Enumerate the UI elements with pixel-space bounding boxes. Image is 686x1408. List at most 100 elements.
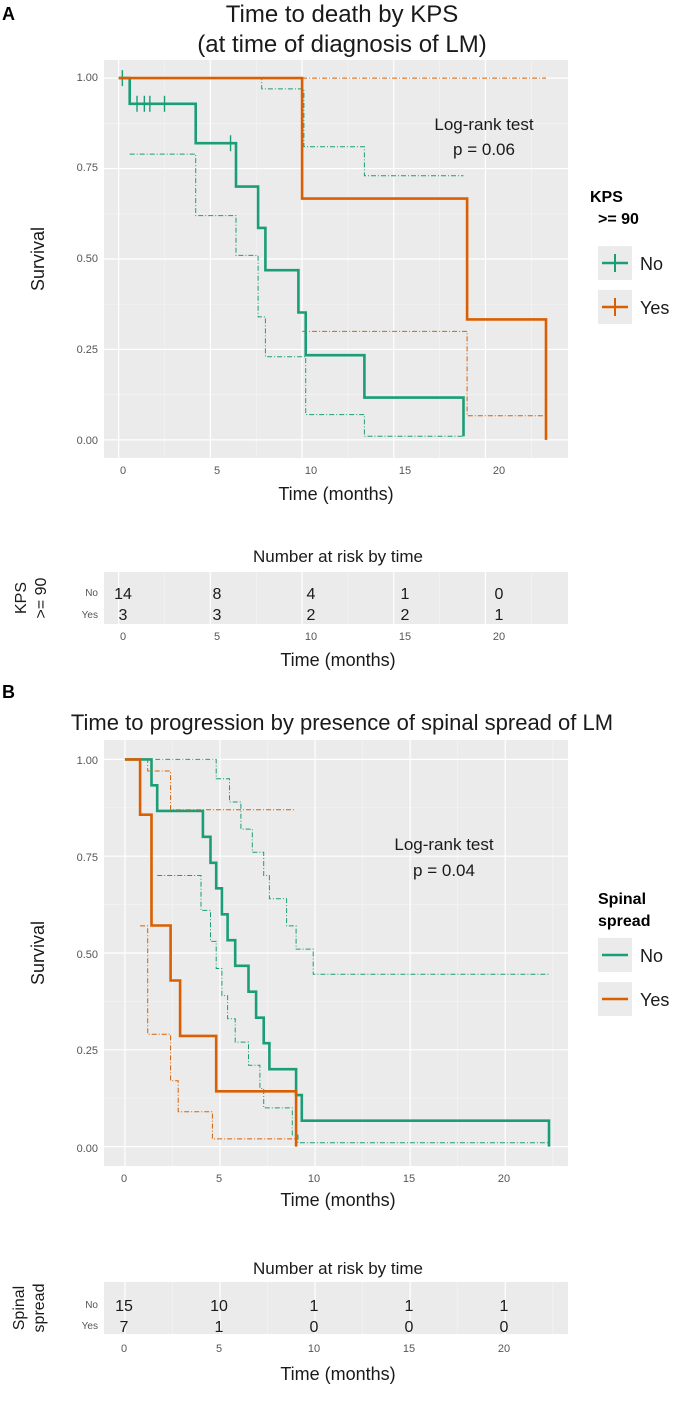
x-tick-label: 15: [399, 465, 411, 477]
grid: [104, 740, 568, 1166]
y-tick-label: 1.00: [77, 72, 98, 84]
risk-x-tick-label: 10: [308, 1343, 320, 1355]
risk-count: 7: [120, 1319, 129, 1336]
y-tick-label: 0.25: [77, 344, 98, 356]
risk-count: 14: [114, 586, 132, 603]
risk-count: 1: [310, 1298, 319, 1315]
risk-x-tick-label: 0: [120, 631, 126, 643]
y-tick-label: 1.00: [77, 755, 98, 767]
x-tick-labels: 0 5 10 15 20: [120, 465, 505, 477]
ci-lower-line-no: [129, 153, 464, 437]
legend-title-line-1: Spinal: [598, 891, 646, 908]
ci-lower-line-yes: [302, 330, 547, 440]
legend-label-yes: Yes: [640, 298, 669, 318]
risk-table-title: Number at risk by time: [253, 1259, 423, 1278]
chart-title: Time to progression by presence of spina…: [71, 710, 613, 735]
legend-item-no: No: [598, 938, 663, 972]
risk-x-tick-label: 20: [498, 1343, 510, 1355]
risk-y-axis-label: KPS >= 90: [13, 577, 50, 618]
survival-line-yes: [118, 76, 548, 440]
x-tick-label: 20: [493, 465, 505, 477]
x-tick-labels: 0 5 10 15 20: [121, 1173, 510, 1185]
risk-count: 8: [213, 586, 222, 603]
risk-table-title: Number at risk by time: [253, 547, 423, 566]
risk-y-label-line-1: KPS: [13, 582, 30, 614]
y-axis-label: Survival: [28, 921, 48, 985]
risk-count: 15: [115, 1298, 133, 1315]
chart-title-line-1: Time to death by KPS: [226, 1, 459, 28]
y-tick-label: 0.75: [77, 162, 98, 174]
y-tick-label: 0.75: [77, 852, 98, 864]
ci-upper-line-no: [118, 77, 464, 177]
risk-count: 10: [210, 1298, 228, 1315]
risk-y-label-line-2: spread: [31, 1284, 48, 1333]
p-value-label: p = 0.04: [413, 861, 475, 880]
panel-a: A Time to death by KPS (at time of diagn…: [2, 1, 669, 670]
survival-curves: [124, 758, 551, 1147]
legend: Spinal spread No Yes: [598, 891, 669, 1016]
x-tick-label: 10: [305, 465, 317, 477]
risk-count: 1: [405, 1298, 414, 1315]
x-tick-label: 5: [214, 465, 220, 477]
risk-grid: [124, 1282, 554, 1334]
risk-table: Number at risk by time No Yes 15 10 1 1 …: [11, 1259, 568, 1384]
y-tick-label: 0.00: [77, 1143, 98, 1155]
y-tick-label: 0.00: [77, 435, 98, 447]
legend-item-yes: Yes: [598, 982, 669, 1016]
risk-grid: [118, 572, 532, 624]
risk-x-tick-label: 5: [214, 631, 220, 643]
risk-row-yes: 3 3 2 2 1: [119, 607, 504, 624]
risk-x-axis-label: Time (months): [280, 650, 395, 670]
risk-row-no: 14 8 4 1 0: [114, 586, 503, 603]
risk-count: 2: [307, 607, 316, 624]
risk-row-label-yes: Yes: [82, 610, 98, 621]
y-tick-labels: 0.00 0.25 0.50 0.75 1.00: [77, 755, 98, 1155]
risk-row-label-yes: Yes: [82, 1321, 98, 1332]
risk-x-axis-label: Time (months): [280, 1364, 395, 1384]
risk-x-tick-label: 15: [399, 631, 411, 643]
ci-upper-line-yes: [136, 758, 297, 811]
risk-y-axis-label: Spinal spread: [11, 1284, 48, 1333]
risk-table-panel: [104, 572, 568, 624]
risk-y-label-line-2: >= 90: [33, 577, 50, 618]
risk-row-no: 15 10 1 1 1: [115, 1298, 508, 1315]
y-tick-label: 0.50: [77, 949, 98, 961]
survival-curves: [118, 70, 548, 440]
x-tick-label: 20: [498, 1173, 510, 1185]
chart-title-line-2: (at time of diagnosis of LM): [197, 31, 486, 58]
survival-line-yes: [124, 758, 298, 1147]
ci-lower-line-no: [157, 875, 549, 1144]
log-rank-test-label: Log-rank test: [434, 115, 533, 134]
log-rank-test-label: Log-rank test: [394, 835, 493, 854]
y-tick-label: 0.25: [77, 1045, 98, 1057]
x-tick-label: 15: [403, 1173, 415, 1185]
risk-count: 0: [500, 1319, 509, 1336]
risk-count: 1: [215, 1319, 224, 1336]
risk-table-panel: [104, 1282, 568, 1334]
risk-count: 4: [307, 586, 316, 603]
legend-label-no: No: [640, 254, 663, 274]
p-value-label: p = 0.06: [453, 140, 515, 159]
x-axis-label: Time (months): [280, 1190, 395, 1210]
y-tick-labels: 0.00 0.25 0.50 0.75 1.00: [77, 72, 98, 447]
risk-row-label-no: No: [85, 588, 98, 599]
risk-count: 3: [119, 607, 128, 624]
risk-count: 2: [401, 607, 410, 624]
panel-label-b: B: [2, 682, 15, 702]
risk-count: 1: [500, 1298, 509, 1315]
x-tick-label: 0: [121, 1173, 127, 1185]
legend-title-line-1: KPS: [590, 189, 623, 206]
panel-label-a: A: [2, 4, 15, 24]
risk-x-tick-label: 15: [403, 1343, 415, 1355]
legend-title-line-2: >= 90: [598, 211, 639, 228]
legend-label-no: No: [640, 946, 663, 966]
y-tick-label: 0.50: [77, 253, 98, 265]
y-axis-label: Survival: [28, 227, 48, 291]
legend-item-yes: Yes: [598, 290, 669, 324]
x-tick-label: 5: [216, 1173, 222, 1185]
x-axis-label: Time (months): [278, 484, 393, 504]
risk-count: 0: [405, 1319, 414, 1336]
x-tick-label: 0: [120, 465, 126, 477]
risk-row-yes: 7 1 0 0 0: [120, 1319, 509, 1336]
